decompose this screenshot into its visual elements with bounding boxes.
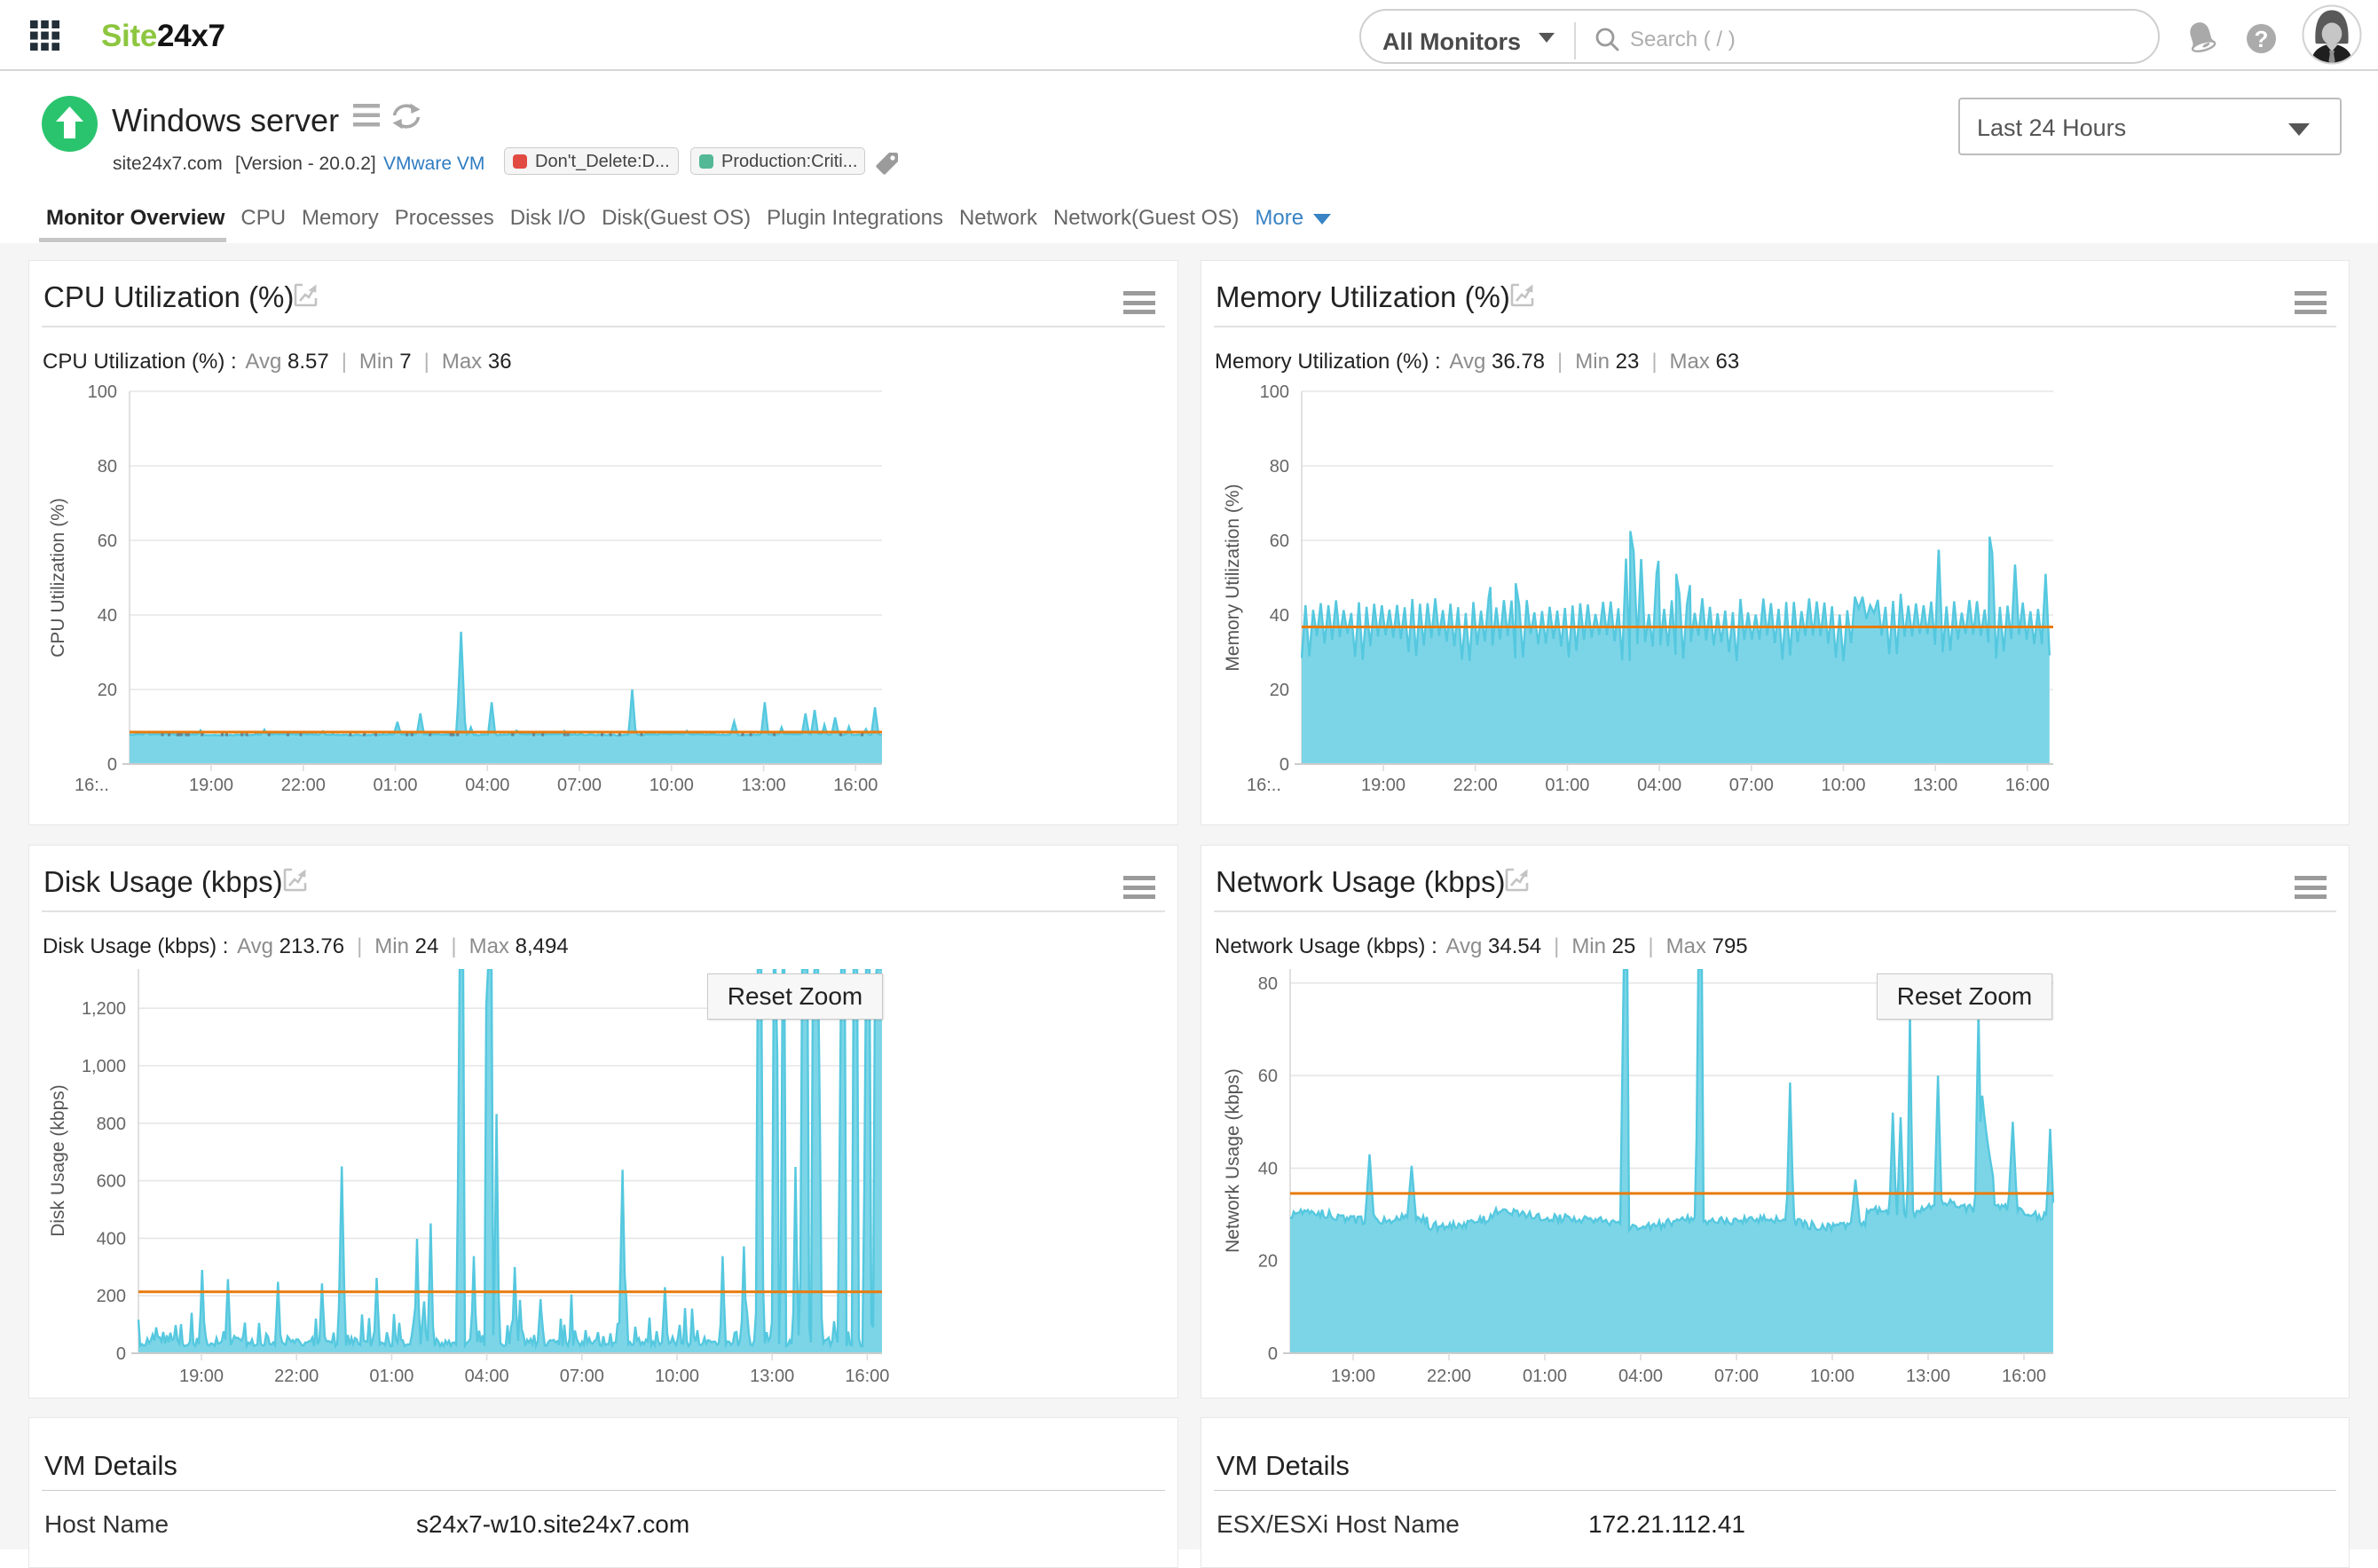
svg-text:20: 20 xyxy=(1270,681,1289,700)
svg-text:22:00: 22:00 xyxy=(1453,776,1498,795)
svg-text:40: 40 xyxy=(1270,606,1289,626)
svg-text:16:00: 16:00 xyxy=(2002,1367,2046,1386)
svg-text:400: 400 xyxy=(97,1229,126,1249)
svg-text:07:00: 07:00 xyxy=(1714,1367,1759,1386)
svg-text:19:00: 19:00 xyxy=(189,776,233,795)
svg-text:01:00: 01:00 xyxy=(373,776,417,795)
svg-text:04:00: 04:00 xyxy=(1618,1367,1663,1386)
svg-text:80: 80 xyxy=(1270,457,1289,477)
svg-text:16:00: 16:00 xyxy=(845,1367,889,1386)
svg-text:16:..: 16:.. xyxy=(75,776,109,795)
svg-text:200: 200 xyxy=(97,1287,126,1306)
svg-text:100: 100 xyxy=(1260,382,1289,402)
svg-text:60: 60 xyxy=(1270,532,1289,551)
svg-text:19:00: 19:00 xyxy=(1331,1367,1375,1386)
svg-text:80: 80 xyxy=(1258,974,1278,994)
svg-text:10:00: 10:00 xyxy=(650,776,694,795)
svg-text:1,200: 1,200 xyxy=(82,999,126,1019)
svg-text:16:00: 16:00 xyxy=(2005,776,2050,795)
svg-text:20: 20 xyxy=(98,681,117,700)
svg-text:Network Usage (kbps): Network Usage (kbps) xyxy=(1223,1068,1243,1253)
svg-text:20: 20 xyxy=(1258,1252,1278,1272)
svg-text:04:00: 04:00 xyxy=(465,1367,509,1386)
svg-text:16:00: 16:00 xyxy=(833,776,878,795)
svg-text:10:00: 10:00 xyxy=(655,1367,699,1386)
svg-text:600: 600 xyxy=(97,1172,126,1192)
svg-text:60: 60 xyxy=(1258,1067,1278,1086)
svg-text:01:00: 01:00 xyxy=(1545,776,1589,795)
svg-text:80: 80 xyxy=(98,457,117,477)
svg-text:13:00: 13:00 xyxy=(750,1367,794,1386)
svg-text:13:00: 13:00 xyxy=(742,776,786,795)
svg-text:800: 800 xyxy=(97,1115,126,1134)
svg-text:07:00: 07:00 xyxy=(1729,776,1774,795)
svg-text:13:00: 13:00 xyxy=(1906,1367,1950,1386)
svg-text:04:00: 04:00 xyxy=(1637,776,1681,795)
svg-text:07:00: 07:00 xyxy=(557,776,602,795)
svg-text:CPU Utilization (%): CPU Utilization (%) xyxy=(48,498,68,658)
svg-text:22:00: 22:00 xyxy=(1427,1367,1471,1386)
svg-text:10:00: 10:00 xyxy=(1810,1367,1854,1386)
svg-text:13:00: 13:00 xyxy=(1913,776,1957,795)
svg-text:16:..: 16:.. xyxy=(1247,776,1281,795)
svg-text:19:00: 19:00 xyxy=(1361,776,1406,795)
svg-text:10:00: 10:00 xyxy=(1821,776,1865,795)
svg-text:04:00: 04:00 xyxy=(465,776,509,795)
svg-text:1,000: 1,000 xyxy=(82,1057,126,1076)
svg-text:0: 0 xyxy=(1268,1344,1278,1364)
svg-text:0: 0 xyxy=(116,1344,126,1364)
svg-text:22:00: 22:00 xyxy=(281,776,326,795)
svg-text:01:00: 01:00 xyxy=(369,1367,413,1386)
svg-text:22:00: 22:00 xyxy=(274,1367,319,1386)
svg-text:Disk Usage (kbps): Disk Usage (kbps) xyxy=(48,1084,68,1237)
svg-text:40: 40 xyxy=(98,606,117,626)
svg-text:40: 40 xyxy=(1258,1159,1278,1178)
svg-text:0: 0 xyxy=(107,755,117,775)
svg-text:19:00: 19:00 xyxy=(179,1367,224,1386)
svg-text:01:00: 01:00 xyxy=(1523,1367,1567,1386)
svg-text:60: 60 xyxy=(98,532,117,551)
svg-text:0: 0 xyxy=(1280,755,1289,775)
svg-text:07:00: 07:00 xyxy=(560,1367,604,1386)
svg-text:100: 100 xyxy=(88,382,117,402)
svg-text:Memory Utilization (%): Memory Utilization (%) xyxy=(1223,484,1243,671)
